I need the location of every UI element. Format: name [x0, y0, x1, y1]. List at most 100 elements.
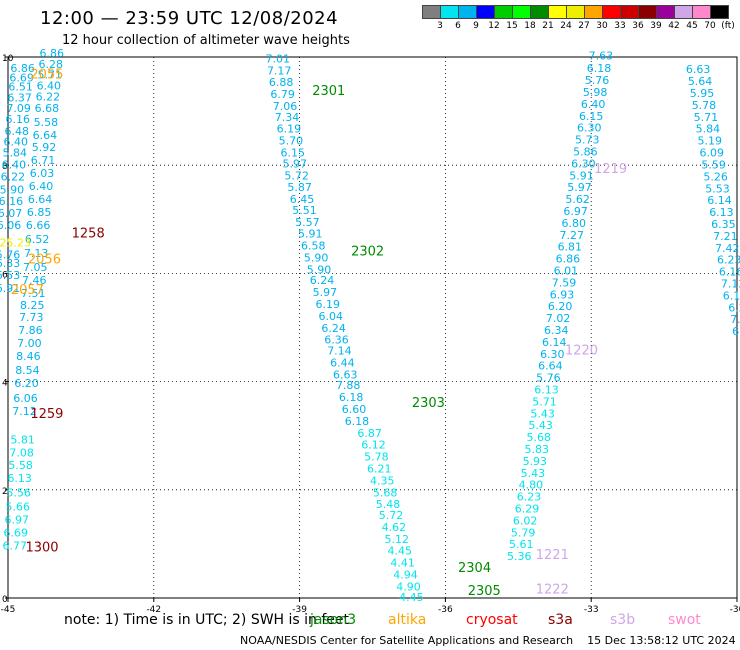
data-point-label: 5.91	[298, 228, 323, 241]
data-point-label: 25.23	[0, 236, 31, 249]
data-point-label: 5.91	[569, 169, 594, 182]
data-point-label: 7.12	[12, 405, 37, 418]
data-point-label: 6.13	[534, 384, 559, 397]
colorbar-tick-label: 30	[596, 21, 608, 31]
data-point-label: 6.64	[28, 193, 53, 206]
data-point-label: 7.12	[721, 277, 740, 290]
data-point-label: 5.78	[692, 99, 717, 112]
data-point-label: 5.84	[3, 147, 28, 160]
data-point-label: 6.23	[717, 254, 740, 267]
data-point-label: 5.71	[532, 395, 557, 408]
pass-time-label: 1219	[594, 162, 627, 177]
data-point-label: 5.87	[287, 181, 312, 194]
data-point-label: 6.86	[556, 253, 581, 266]
data-point-label: 5.92	[32, 141, 57, 154]
data-point-label: 6.21	[367, 462, 392, 475]
data-point-label: 7.05	[23, 261, 48, 274]
colorbar-tick-label: 45	[686, 21, 698, 31]
data-point-label: 6.68	[35, 102, 60, 115]
data-point-label: 5.83	[525, 443, 550, 456]
pass-time-label: 1259	[30, 407, 63, 422]
data-point-label: 4.80	[519, 479, 544, 492]
data-point-label: 6.15	[579, 110, 604, 123]
data-point-label: 7.01	[265, 52, 290, 65]
data-point-label: 6.23	[517, 491, 542, 504]
data-point-label: 7.08	[9, 446, 34, 459]
y-tick-label: 8	[2, 162, 8, 172]
data-point-label: 6.79	[270, 88, 295, 101]
y-tick-label: 6	[2, 270, 8, 280]
data-point-label: 6.40	[29, 180, 54, 193]
data-point-label: 6.45	[290, 193, 315, 206]
data-point-label: 5.58	[34, 116, 59, 129]
colorbar-tick-label: 3	[437, 21, 443, 31]
pass-time-label: 2055	[30, 68, 63, 83]
data-point-label: 5.61	[509, 538, 534, 551]
data-point-label: 5.86	[573, 145, 598, 158]
colorbar-legend	[422, 5, 729, 19]
x-tick-label: -33	[584, 605, 599, 615]
data-point-label: 6.66	[26, 219, 51, 232]
pass-time-label: 2057	[11, 283, 44, 298]
data-point-label: 5.76	[536, 372, 561, 385]
data-point-label: 5.79	[511, 526, 536, 539]
legend-item-s3a: s3a	[548, 612, 573, 628]
data-point-label: 6.18	[339, 391, 364, 404]
data-point-label: 6.64	[33, 129, 58, 142]
x-tick-label: -42	[146, 605, 161, 615]
colorbar-tick-label: 70	[704, 21, 716, 31]
data-point-label: 4.45	[399, 591, 424, 604]
data-point-label: 7.46	[22, 274, 47, 287]
colorbar-tick-label: 39	[650, 21, 662, 31]
data-point-label: 6.18	[345, 415, 370, 428]
data-point-label: 7.59	[552, 276, 577, 289]
data-point-label: 6.30	[540, 348, 565, 361]
pass-time-label: 1220	[565, 344, 598, 359]
chart-subtitle: 12 hour collection of altimeter wave hei…	[62, 33, 350, 48]
data-point-label: 7.00	[17, 337, 42, 350]
data-point-label: 5.48	[376, 498, 401, 511]
data-point-label: 7.42	[715, 242, 740, 255]
pass-time-label: 2302	[351, 245, 384, 260]
legend-item-altika: altika	[388, 612, 427, 628]
data-point-label: 7.86	[18, 324, 43, 337]
data-point-label: 6.17	[723, 289, 740, 302]
data-point-label: 6.86	[39, 47, 64, 60]
data-point-label: 6.77	[3, 539, 28, 552]
data-point-label: 5.53	[705, 182, 730, 195]
legend-item-jason3: jason3	[310, 612, 357, 628]
data-point-label: 5.93	[523, 455, 548, 468]
data-point-label: 5.26	[703, 170, 728, 183]
pass-time-label: 1258	[72, 227, 105, 242]
data-point-label: 5.90	[0, 183, 24, 196]
data-point-label: 5.72	[284, 169, 309, 182]
data-point-label: 6.16	[0, 195, 23, 208]
data-point-label: 6.87	[357, 427, 382, 440]
data-point-label: 6.91	[0, 282, 20, 295]
data-point-label: 5.90	[304, 251, 329, 264]
data-point-label: 7.34	[275, 111, 300, 124]
colorbar-swatch	[710, 5, 729, 19]
pass-time-label: 1221	[536, 548, 569, 563]
data-point-label: 7.06	[273, 100, 298, 113]
data-point-label: 6.88	[269, 76, 294, 89]
pass-time-label: 1222	[536, 583, 569, 598]
data-point-label: 6.14	[542, 336, 567, 349]
colorbar-tick-label: 12	[488, 21, 500, 31]
data-point-label: 6.35	[711, 218, 736, 231]
data-point-label: 4.94	[393, 569, 418, 582]
data-point-label: 6.40	[2, 158, 27, 171]
y-tick-label: 2	[2, 487, 8, 497]
y-tick-label: 4	[2, 379, 8, 389]
data-point-label: 5.71	[694, 111, 719, 124]
data-point-label: 6.13	[7, 472, 32, 485]
data-point-label: 7.88	[336, 379, 361, 392]
data-point-label: 6.28	[39, 58, 64, 71]
data-point-label: 6.01	[554, 264, 579, 277]
data-point-label: 6.14	[707, 194, 732, 207]
data-point-label: 5.12	[385, 533, 410, 546]
colorbar-tick-label: 21	[542, 21, 554, 31]
data-point-label: 5.76	[585, 74, 610, 87]
data-point-label: 6.80	[561, 217, 586, 230]
data-point-label: 6.12	[361, 439, 386, 452]
